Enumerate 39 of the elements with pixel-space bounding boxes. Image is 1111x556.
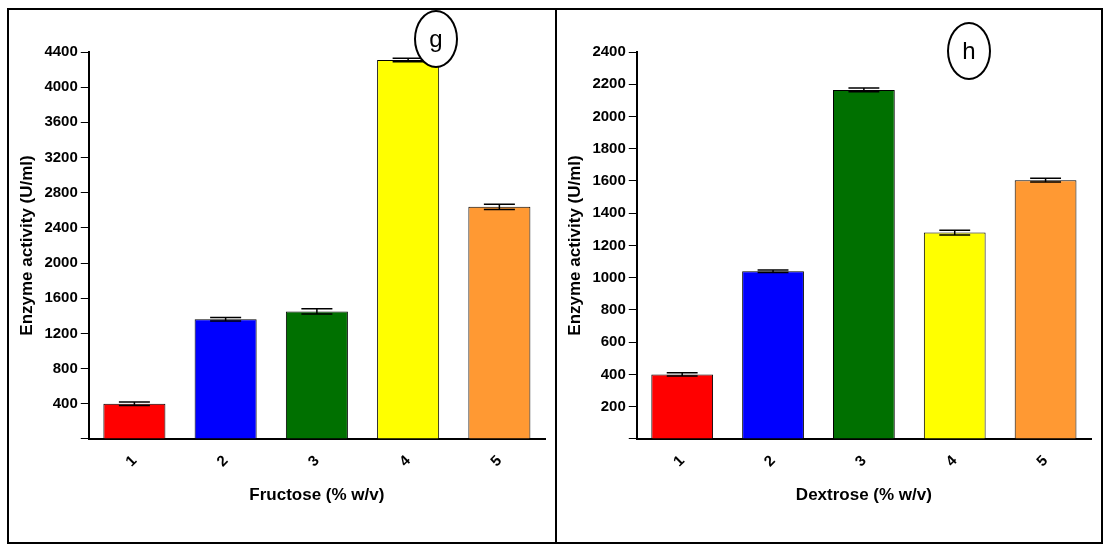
x-axis-title: Dextrose (% w/v)	[795, 485, 932, 505]
y-tick-label: 1200	[44, 323, 78, 341]
y-tick-label: 2400	[44, 218, 78, 236]
y-tick-label: 800	[600, 300, 626, 318]
y-tick-label: 800	[52, 358, 78, 376]
x-tick-label: 3	[304, 451, 322, 470]
y-tick-label: 2000	[592, 106, 626, 124]
y-tick-label: 200	[600, 396, 626, 414]
y-tick-label: 3600	[44, 112, 78, 130]
x-tick-label: 4	[941, 450, 961, 470]
x-tick-label: 3	[851, 451, 869, 470]
y-tick-label: 1600	[592, 171, 626, 189]
y-tick-label: 1600	[44, 288, 78, 306]
y-tick-label: 400	[52, 393, 78, 411]
x-tick-label: 2	[760, 451, 779, 470]
x-tick-label: 1	[669, 451, 688, 470]
y-tick-label: 1000	[592, 267, 626, 285]
x-tick-label: 4	[395, 450, 414, 470]
y-axis-title: Enzyme activity (U/ml)	[16, 155, 36, 336]
y-tick-label: 2400	[592, 42, 626, 60]
y-tick-label: 4000	[44, 77, 78, 95]
x-tick-label: 5	[486, 451, 505, 470]
x-tick-label: 1	[121, 451, 140, 470]
y-tick-label: 3200	[44, 147, 78, 165]
y-tick-label: 2000	[44, 253, 78, 271]
annotation: h	[947, 22, 991, 80]
y-tick-label: 2800	[44, 182, 78, 200]
y-tick-label: 2200	[592, 74, 626, 92]
y-tick-label: 1400	[592, 203, 626, 221]
y-tick-label: 4400	[44, 42, 78, 60]
y-tick-label: 1200	[592, 235, 626, 253]
y-tick-label: 600	[600, 332, 626, 350]
y-tick-label: 1800	[592, 138, 626, 156]
x-tick-label: 2	[212, 451, 231, 470]
text: g	[414, 10, 458, 68]
y-tick-label: 400	[600, 364, 626, 382]
y-axis-title: Enzyme activity (U/ml)	[564, 155, 584, 336]
x-axis-title: Fructose (% w/v)	[249, 485, 385, 505]
x-tick-label: 5	[1032, 451, 1051, 470]
